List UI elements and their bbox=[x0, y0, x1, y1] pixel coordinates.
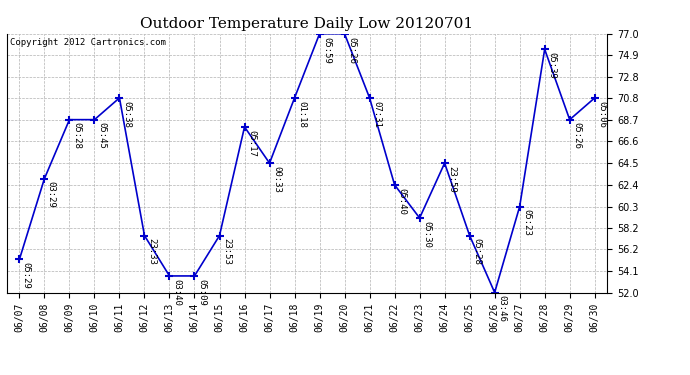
Text: 05:17: 05:17 bbox=[247, 130, 256, 156]
Text: 05:59: 05:59 bbox=[322, 36, 331, 63]
Text: 05:28: 05:28 bbox=[72, 122, 81, 149]
Text: 05:26: 05:26 bbox=[347, 36, 356, 63]
Text: 05:45: 05:45 bbox=[97, 122, 106, 149]
Text: 05:39: 05:39 bbox=[547, 52, 556, 79]
Text: 05:09: 05:09 bbox=[197, 279, 206, 306]
Text: 05:06: 05:06 bbox=[597, 101, 606, 128]
Text: 03:29: 03:29 bbox=[47, 182, 56, 208]
Text: Copyright 2012 Cartronics.com: Copyright 2012 Cartronics.com bbox=[10, 38, 166, 46]
Title: Outdoor Temperature Daily Low 20120701: Outdoor Temperature Daily Low 20120701 bbox=[141, 17, 473, 31]
Text: 05:38: 05:38 bbox=[122, 101, 131, 128]
Text: 05:30: 05:30 bbox=[422, 221, 431, 248]
Text: 23:59: 23:59 bbox=[447, 166, 456, 193]
Text: 05:23: 05:23 bbox=[522, 209, 531, 236]
Text: 07:31: 07:31 bbox=[372, 101, 381, 128]
Text: 05:26: 05:26 bbox=[572, 122, 581, 149]
Text: 03:46: 03:46 bbox=[497, 295, 506, 322]
Text: 03:40: 03:40 bbox=[172, 279, 181, 306]
Text: 23:33: 23:33 bbox=[147, 238, 156, 265]
Text: 05:40: 05:40 bbox=[397, 188, 406, 214]
Text: 01:18: 01:18 bbox=[297, 101, 306, 128]
Text: 23:53: 23:53 bbox=[222, 238, 231, 265]
Text: 05:28: 05:28 bbox=[472, 238, 481, 265]
Text: 05:29: 05:29 bbox=[22, 262, 31, 289]
Text: 00:33: 00:33 bbox=[272, 166, 281, 193]
